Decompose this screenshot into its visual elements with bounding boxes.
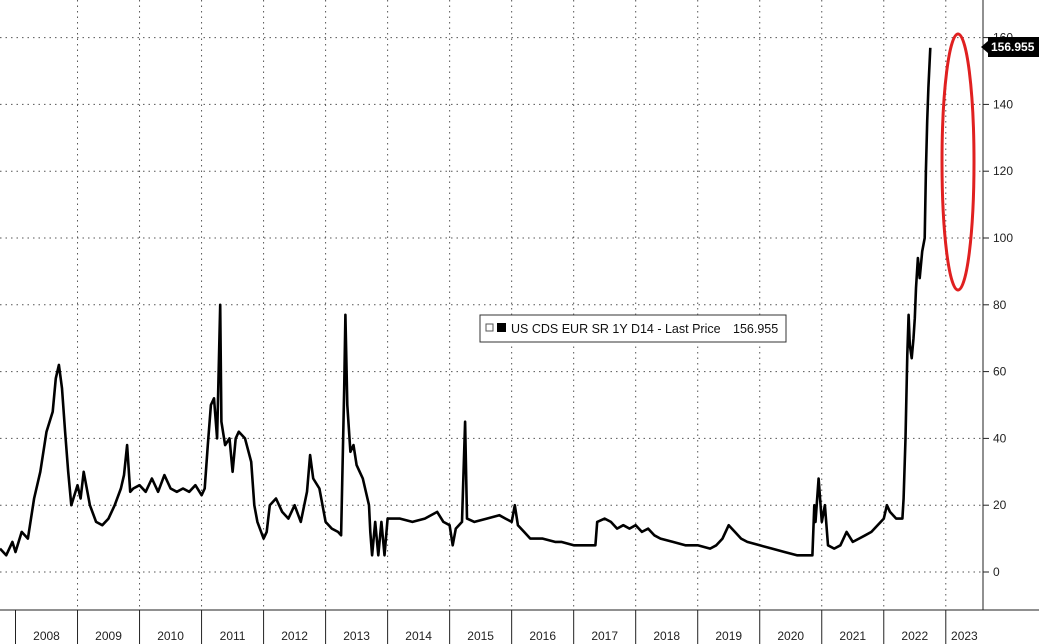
x-tick-label-2014: 2014 [405, 629, 432, 643]
legend: US CDS EUR SR 1Y D14 - Last Price 156.95… [479, 314, 787, 343]
highlight-ellipse [940, 32, 976, 292]
annotations [940, 32, 976, 292]
x-tick-label-2022: 2022 [901, 629, 928, 643]
y-tick-label-120: 120 [993, 164, 1013, 178]
y-tick-label-60: 60 [993, 365, 1007, 379]
x-tick-label-2009: 2009 [95, 629, 122, 643]
x-tick-label-2011: 2011 [220, 629, 246, 643]
legend-value: 156.955 [733, 322, 778, 336]
x-tick-label-2016: 2016 [529, 629, 556, 643]
legend-box [479, 314, 787, 343]
legend-toggle-icon [485, 323, 494, 332]
x-tick-label-2013: 2013 [343, 629, 370, 643]
x-tick-label-2019: 2019 [715, 629, 742, 643]
x-tick-label-2020: 2020 [777, 629, 804, 643]
x-tick-label-2010: 2010 [157, 629, 184, 643]
series-line-0 [0, 47, 932, 557]
x-tick-label-2017: 2017 [591, 629, 618, 643]
y-tick-label-100: 100 [993, 231, 1013, 245]
x-tick-label-2021: 2021 [839, 629, 866, 643]
y-tick-label-0: 0 [993, 565, 1000, 579]
last-price-badge: 156.955 [981, 37, 1039, 57]
y-tick-label-80: 80 [993, 298, 1007, 312]
y-tick-label-20: 20 [993, 498, 1007, 512]
x-tick-label-2023: 2023 [951, 629, 978, 643]
legend-swatch [497, 323, 506, 332]
badge-pointer [981, 41, 988, 53]
badge-box [988, 37, 1039, 57]
series [0, 47, 932, 557]
x-tick-label-2012: 2012 [281, 629, 308, 643]
x-tick-label-2018: 2018 [653, 629, 680, 643]
legend-label: US CDS EUR SR 1Y D14 - Last Price [511, 322, 721, 336]
x-tick-label-2015: 2015 [467, 629, 494, 643]
x-tick-label-2008: 2008 [33, 629, 60, 643]
y-tick-label-140: 140 [993, 97, 1013, 111]
y-tick-label-40: 40 [993, 431, 1007, 445]
badge-value: 156.955 [991, 40, 1035, 54]
